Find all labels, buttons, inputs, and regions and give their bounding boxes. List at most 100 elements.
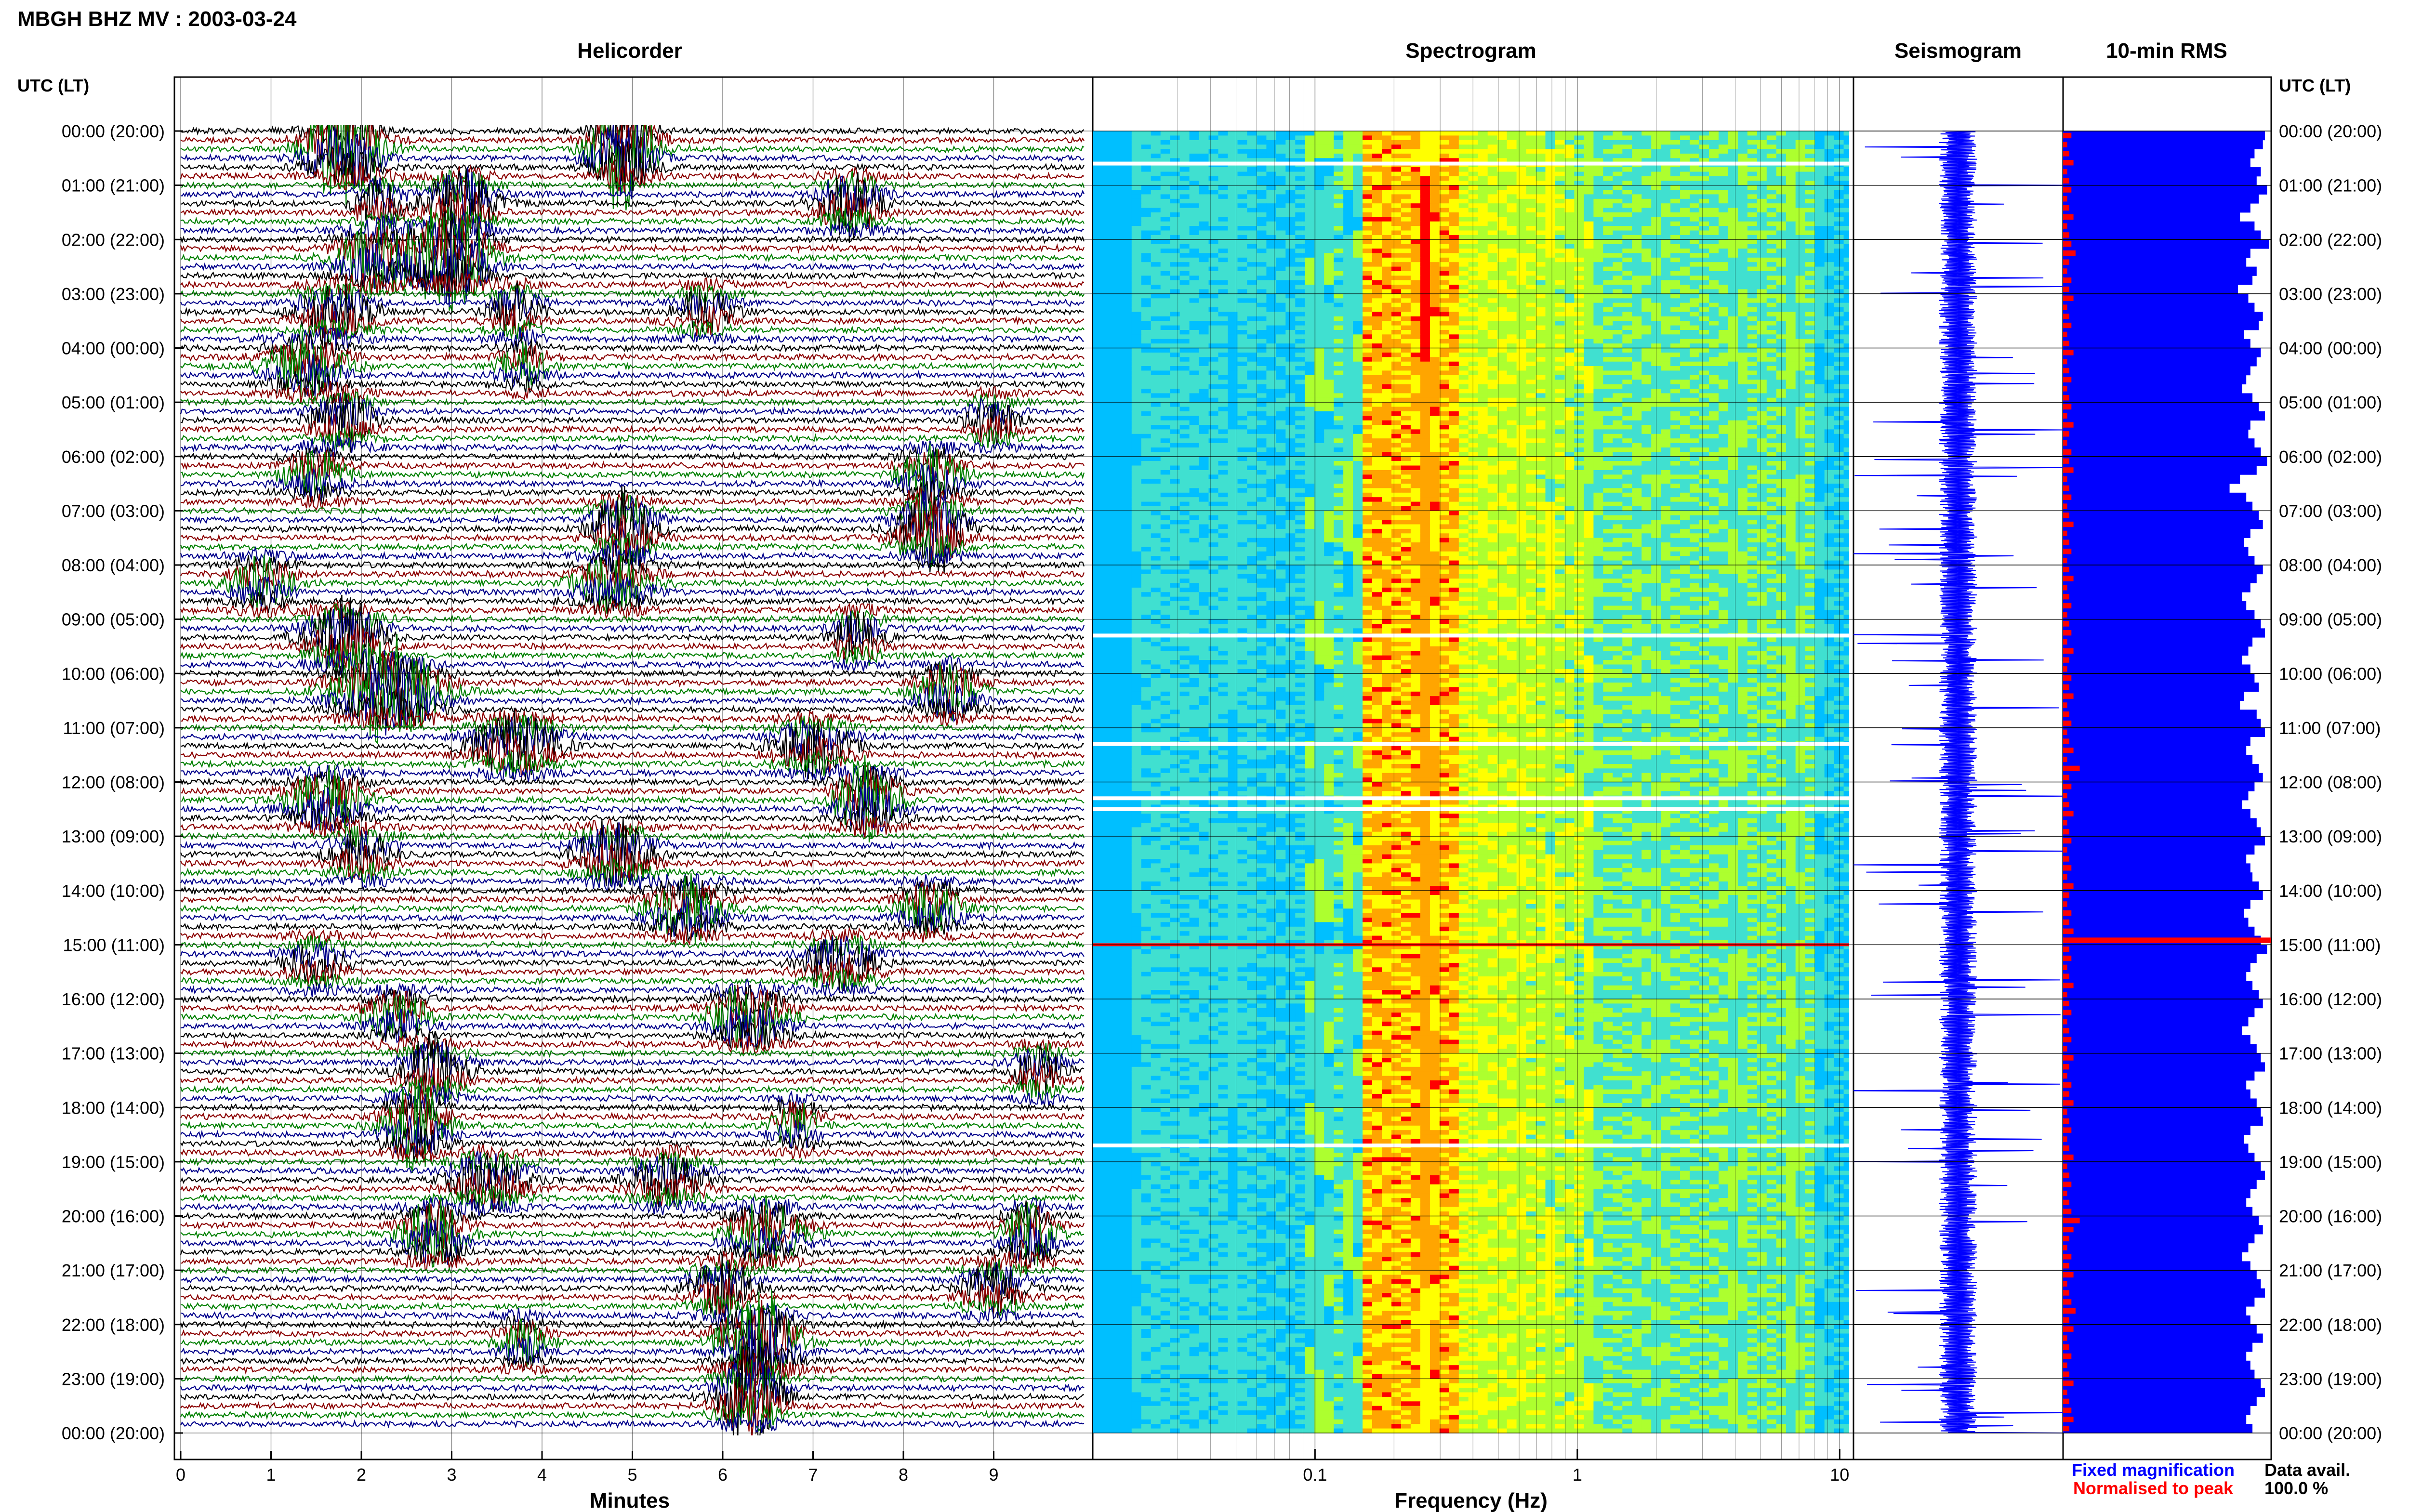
spectrogram-cell <box>1843 253 1849 258</box>
spectrogram-cell <box>1776 239 1787 245</box>
spectrogram-cell <box>1516 352 1527 357</box>
spectrogram-cell <box>1208 325 1219 330</box>
spectrogram-cell <box>1930 199 1940 204</box>
spectrogram-cell <box>1141 366 1152 371</box>
spectrogram-cell <box>1228 266 1238 272</box>
spectrogram-cell <box>1170 302 1180 308</box>
spectrogram-cell <box>1487 190 1498 195</box>
spectrogram-cell <box>1363 212 1373 217</box>
spectrogram-cell <box>1661 198 1671 204</box>
spectrogram-cell <box>1353 190 1363 195</box>
spectrogram-cell <box>1189 181 1200 186</box>
spectrogram-cell <box>1824 321 1835 326</box>
spectrogram-cell <box>1911 326 1921 330</box>
spectrogram-cell <box>1151 348 1161 353</box>
spectrogram-cell <box>1430 339 1440 344</box>
spectrogram-cell <box>1285 158 1296 163</box>
spectrogram-cell <box>1920 258 1931 263</box>
spectrogram-cell <box>1266 190 1276 195</box>
spectrogram-cell <box>1766 276 1777 281</box>
spectrogram-cell <box>1853 176 1864 181</box>
spectrogram-cell <box>1911 271 1921 276</box>
spectrogram-cell <box>1680 325 1690 330</box>
spectrogram-cell <box>1363 321 1373 326</box>
spectrogram-cell <box>1478 249 1488 253</box>
spectrogram-cell <box>1988 348 1998 353</box>
spectrogram-cell <box>1709 298 1719 303</box>
spectrogram-cell <box>1334 257 1344 263</box>
spectrogram-cell <box>1478 244 1488 249</box>
spectrogram-cell <box>1737 271 1748 276</box>
spectrogram-cell <box>1545 316 1556 321</box>
spectrogram-cell <box>1863 316 1873 321</box>
spectrogram-cell <box>1199 181 1209 186</box>
spectrogram-cell <box>1257 321 1267 326</box>
spectrogram-cell <box>1622 167 1632 172</box>
spectrogram-cell <box>1545 171 1556 177</box>
spectrogram-cell <box>1353 280 1363 285</box>
spectrogram-cell <box>1208 366 1219 371</box>
spectrogram-cell <box>1257 244 1267 249</box>
spectrogram-cell <box>1680 181 1690 186</box>
spectrogram-cell <box>1468 235 1479 240</box>
spectrogram-cell <box>1430 239 1440 245</box>
spectrogram-cell <box>1892 253 1902 258</box>
spectrogram-cell <box>1613 339 1623 344</box>
spectrogram-cell <box>1911 262 1921 267</box>
spectrogram-cell <box>1584 185 1594 190</box>
spectrogram-cell <box>1353 230 1363 236</box>
spectrogram-cell <box>1834 226 1844 231</box>
spectrogram-cell <box>1314 131 1324 136</box>
spectrogram-cell <box>1179 140 1190 145</box>
spectrogram-cell <box>1613 316 1623 321</box>
spectrogram-cell <box>1709 176 1719 181</box>
spectrogram-cell <box>1334 131 1344 136</box>
spectrogram-cell <box>1709 348 1719 353</box>
spectrogram-cell <box>1709 239 1719 245</box>
spectrogram-cell <box>1680 185 1690 190</box>
spectrogram-cell <box>1266 298 1276 303</box>
spectrogram-cell <box>1285 239 1296 245</box>
spectrogram-cell <box>1709 185 1719 190</box>
spectrogram-cell <box>1670 307 1681 312</box>
spectrogram-cell <box>1545 293 1556 299</box>
spectrogram-cell <box>1497 266 1508 272</box>
spectrogram-cell <box>1805 185 1815 190</box>
spectrogram-cell <box>1786 293 1796 299</box>
spectrogram-cell <box>1737 153 1748 158</box>
spectrogram-cell <box>1526 257 1536 263</box>
spectrogram-cell <box>1613 334 1623 340</box>
spectrogram-cell <box>1613 285 1623 290</box>
spectrogram-cell <box>1468 244 1479 249</box>
spectrogram-cell <box>1458 352 1469 357</box>
spectrogram-cell <box>1526 167 1536 172</box>
spectrogram-cell <box>1334 293 1344 299</box>
spectrogram-cell <box>1843 249 1849 253</box>
spectrogram-cell <box>1661 185 1671 190</box>
spectrogram-cell <box>1353 235 1363 240</box>
spectrogram-cell <box>1410 293 1421 299</box>
spectrogram-cell <box>1247 145 1257 150</box>
spectrogram-cell <box>1449 176 1459 181</box>
spectrogram-cell <box>1988 312 1998 316</box>
spectrogram-cell <box>1632 167 1642 172</box>
spectrogram-cell <box>1391 307 1402 312</box>
spectrogram-cell <box>1305 293 1315 299</box>
spectrogram-cell <box>1189 271 1200 276</box>
spectrogram-cell <box>1189 135 1200 141</box>
spectrogram-cell <box>1786 316 1796 321</box>
spectrogram-cell <box>1324 249 1334 253</box>
spectrogram-cell <box>1131 230 1142 236</box>
spectrogram-cell <box>1334 348 1344 353</box>
spectrogram-cell <box>1622 330 1632 335</box>
spectrogram-cell <box>1747 140 1758 145</box>
spectrogram-cell <box>1978 289 1988 294</box>
spectrogram-cell <box>1131 316 1142 321</box>
spectrogram-cell <box>1603 244 1613 249</box>
spectrogram-cell <box>1593 293 1603 299</box>
spectrogram-cell <box>1766 262 1777 267</box>
spectrogram-cell <box>1930 203 1940 208</box>
spectrogram-cell <box>1969 226 1979 231</box>
spectrogram-cell <box>1179 217 1190 222</box>
spectrogram-cell <box>1507 343 1517 349</box>
